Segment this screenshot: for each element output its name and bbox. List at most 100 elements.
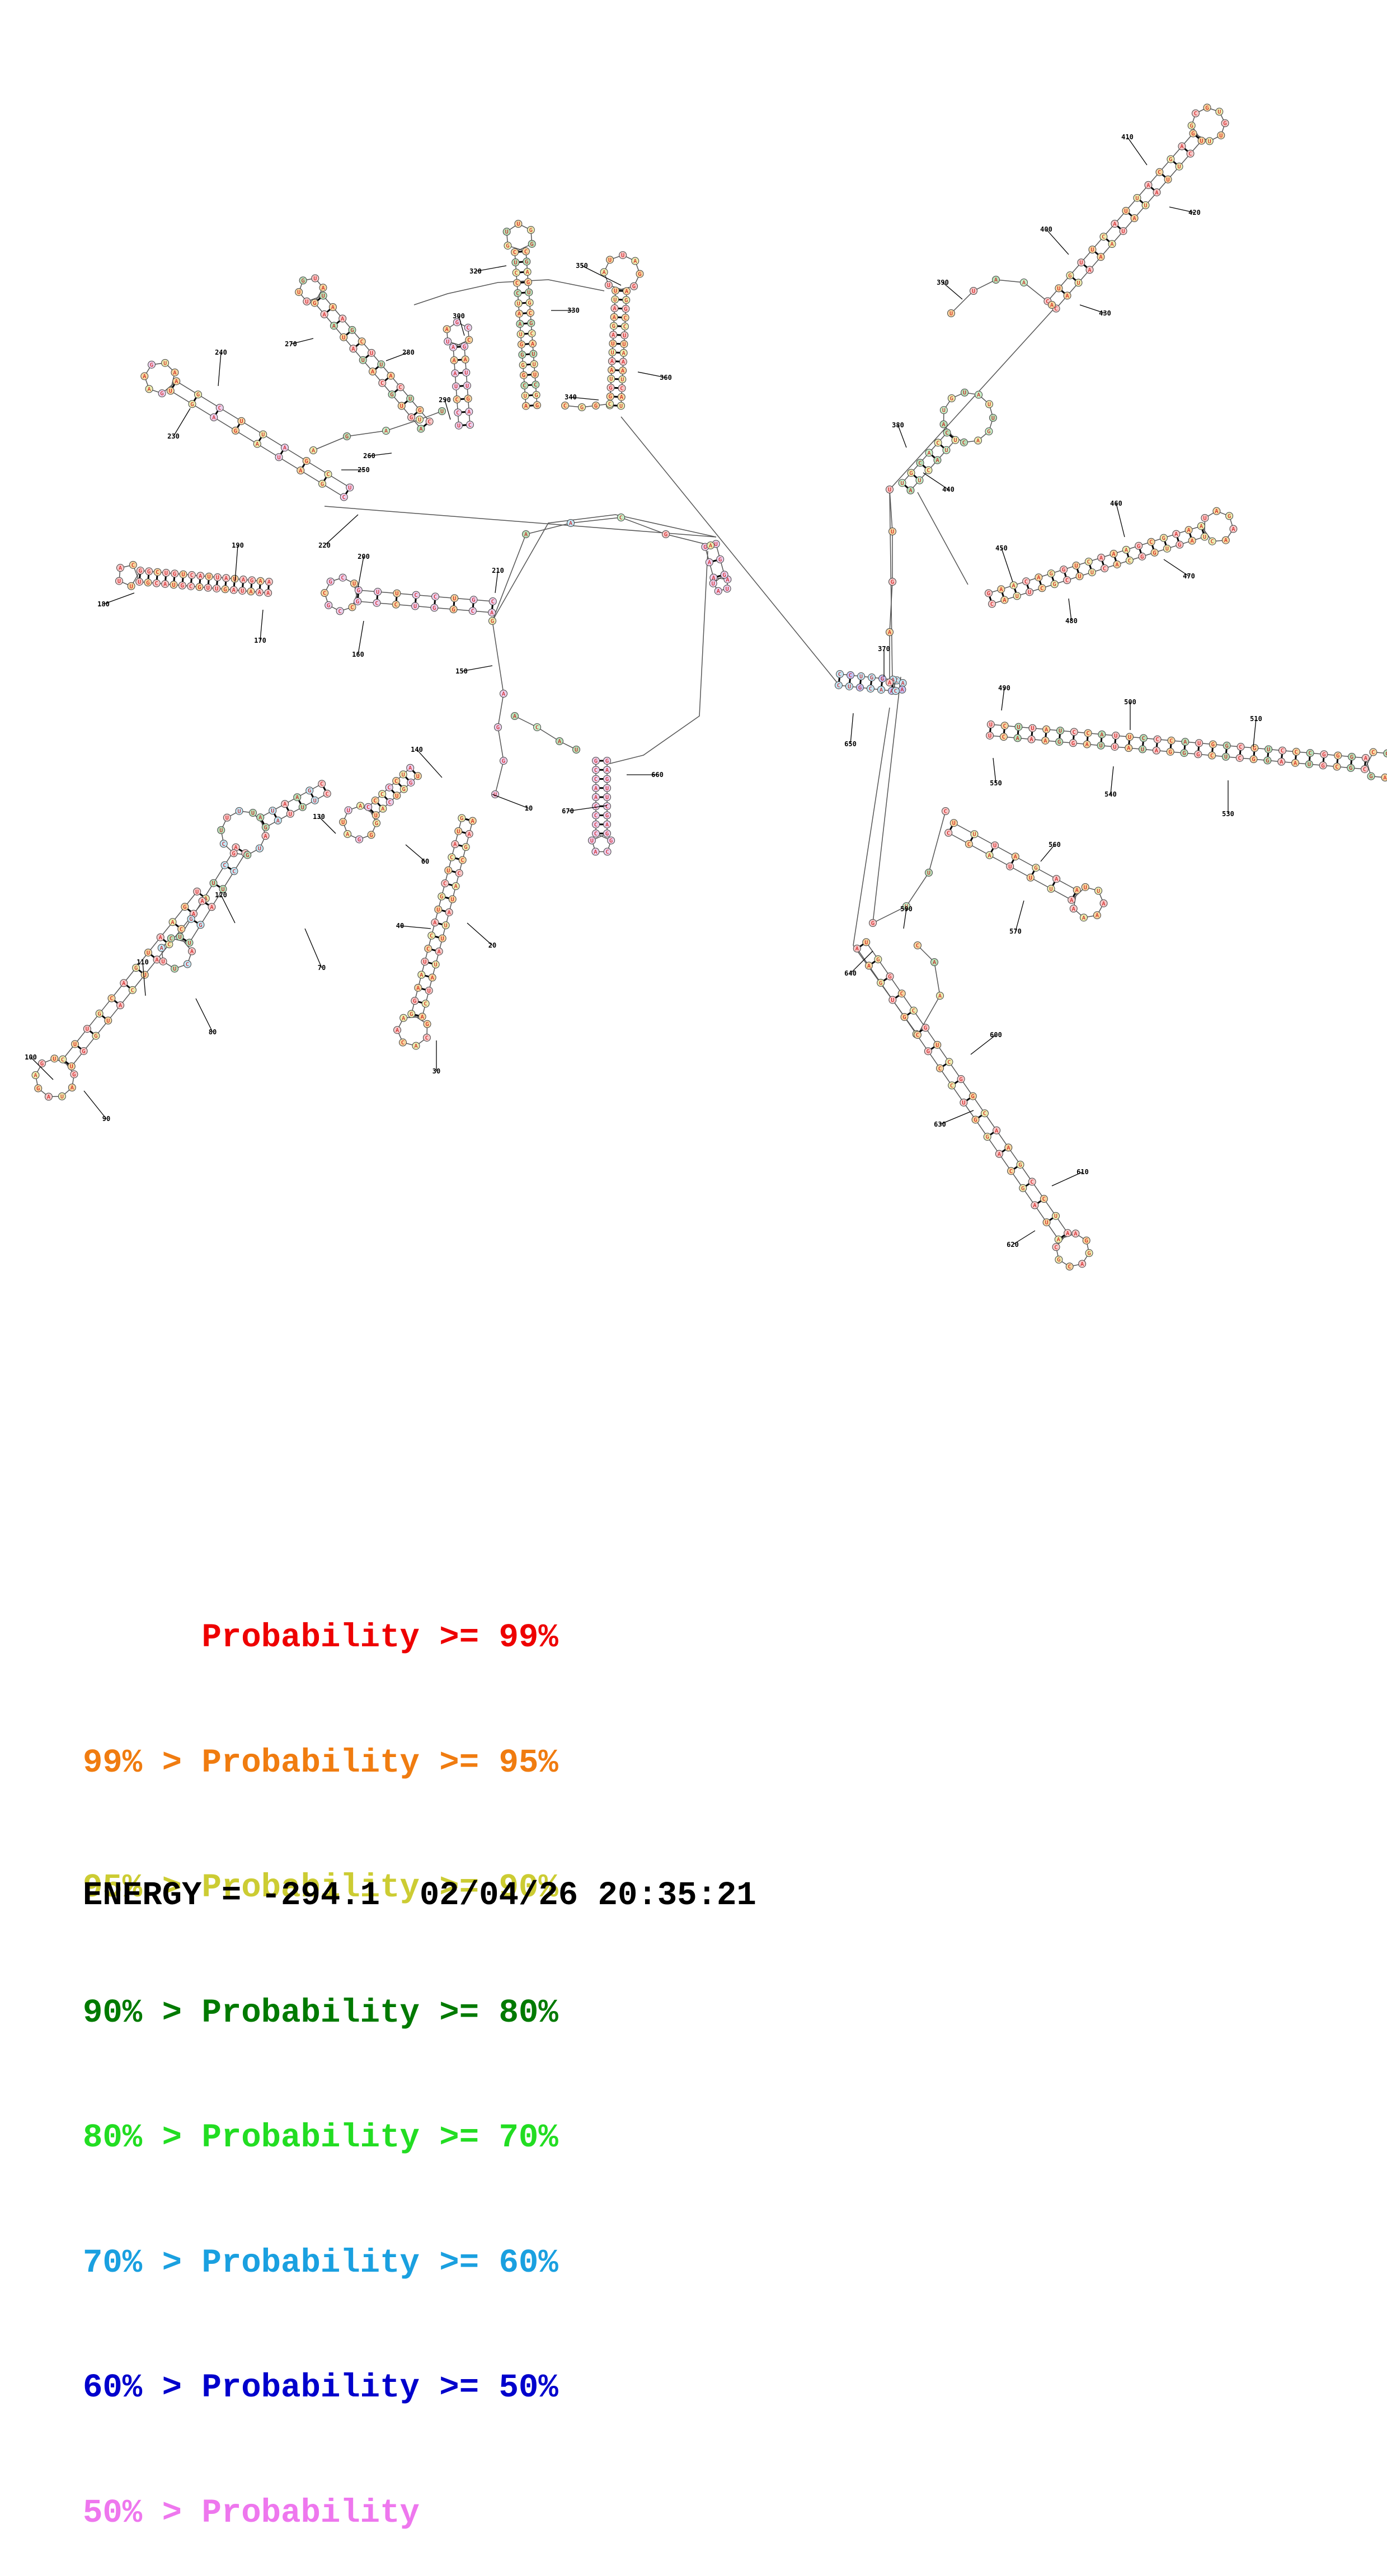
nucleotide — [430, 604, 439, 612]
position-label: 40 — [396, 922, 404, 930]
nucleotide — [428, 973, 436, 982]
nucleotide-letter: A — [502, 691, 505, 698]
nucleotide — [372, 811, 380, 820]
nucleotide-letter: U — [297, 290, 300, 296]
nucleotide — [592, 802, 600, 811]
nucleotide-letter: G — [535, 403, 539, 409]
nucleotide — [1186, 149, 1195, 158]
nucleotide — [924, 1047, 932, 1056]
nucleotide — [223, 813, 231, 822]
nucleotide-letter: U — [164, 571, 168, 577]
nucleotide — [412, 591, 420, 599]
nucleotide — [877, 685, 885, 694]
nucleotide-letter: C — [189, 583, 192, 590]
nucleotide — [295, 288, 303, 296]
nucleotide-letter: A — [467, 409, 471, 415]
nucleotide — [620, 322, 629, 331]
nucleotide-letter: G — [888, 974, 892, 980]
position-ticks — [30, 136, 1257, 1245]
nucleotide — [83, 1025, 91, 1033]
nucleotide — [58, 1092, 66, 1100]
nucleotide-letter: G — [357, 588, 360, 594]
position-label: 350 — [576, 262, 588, 270]
nucleotide — [374, 587, 382, 596]
nucleotide — [587, 836, 596, 845]
nucleotide-letter: A — [1125, 547, 1128, 553]
nucleotide-letter: C — [606, 849, 609, 855]
backbone-segment — [161, 847, 246, 969]
nucleotide — [989, 413, 997, 422]
nucleotide — [311, 796, 319, 804]
nucleotide-letter: G — [986, 1134, 989, 1141]
nucleotide-letter: U — [233, 576, 237, 582]
position-tick — [897, 425, 907, 448]
nucleotide-letter: U — [620, 377, 624, 383]
nucleotide — [469, 596, 478, 604]
nucleotide — [942, 446, 951, 454]
nucleotide-letter: C — [919, 460, 922, 467]
nucleotide — [115, 577, 123, 585]
nucleotide — [1054, 1235, 1062, 1244]
nucleotide — [618, 384, 626, 392]
position-label: 370 — [878, 645, 890, 653]
position-tick — [399, 925, 431, 929]
legend-line-6: 70% > Probability >= 60% — [83, 2243, 558, 2285]
nucleotide-letter: G — [455, 320, 459, 326]
nucleotide-letter: U — [379, 362, 383, 368]
nucleotide — [1195, 739, 1203, 747]
backbone-segment — [514, 715, 577, 750]
nucleotide-letter: G — [950, 395, 953, 402]
nucleotide-letter: U — [221, 887, 224, 893]
nucleotide — [373, 819, 381, 827]
nucleotide — [621, 313, 629, 322]
nucleotide-letter: G — [605, 776, 609, 783]
nucleotide-letter: C — [912, 1008, 915, 1014]
nucleotide-letter: U — [1008, 864, 1012, 870]
position-tick — [405, 844, 426, 862]
nucleotide-letter: A — [621, 368, 624, 374]
nucleotide-letter: A — [880, 687, 883, 693]
nucleotide-letter: C — [156, 569, 159, 576]
nucleotide — [132, 964, 140, 972]
nucleotide — [305, 787, 314, 795]
nucleotide-letter: G — [1140, 554, 1144, 560]
nucleotide-letter: U — [395, 591, 398, 597]
nucleotide-letter: U — [130, 583, 133, 590]
nucleotide — [421, 958, 429, 966]
nucleotide — [1085, 1249, 1093, 1258]
nucleotide-letter: G — [329, 579, 332, 585]
nucleotide — [514, 299, 523, 308]
nucleotide — [603, 847, 612, 856]
nucleotide — [393, 1026, 402, 1034]
nucleotide-letter: G — [491, 619, 494, 625]
nucleotide — [1172, 530, 1181, 538]
nucleotide-letter: C — [837, 682, 840, 689]
position-label: 570 — [1009, 927, 1022, 935]
nucleotide — [494, 723, 502, 731]
nucleotide-letter: A — [1055, 877, 1058, 883]
nucleotide-letter: A — [633, 258, 637, 265]
nucleotide — [1038, 584, 1046, 592]
nucleotide-letter: G — [426, 1021, 429, 1028]
nucleotide-letter: U — [352, 581, 356, 587]
nucleotide-letter: C — [895, 678, 899, 684]
nucleotide — [71, 1040, 79, 1048]
nucleotide-letter: U — [1208, 139, 1211, 145]
nucleotide-letter: A — [605, 822, 609, 828]
nucleotide — [951, 436, 960, 444]
nucleotide — [184, 960, 192, 968]
nucleotide — [834, 681, 843, 689]
nucleotide-letter: A — [381, 806, 384, 812]
nucleotide — [1201, 514, 1209, 522]
nucleotide-letter: U — [993, 843, 996, 849]
nucleotide — [612, 286, 620, 295]
nucleotide-letter: G — [198, 585, 201, 591]
nucleotide — [530, 360, 538, 368]
nucleotide-letter: C — [619, 515, 623, 521]
nucleotide — [947, 309, 955, 317]
nucleotide-letter: A — [610, 359, 614, 365]
nucleotide-letter: C — [937, 440, 940, 446]
nucleotide — [1229, 525, 1238, 533]
nucleotide-letter: G — [718, 557, 722, 563]
nucleotide-letter: C — [468, 422, 472, 428]
